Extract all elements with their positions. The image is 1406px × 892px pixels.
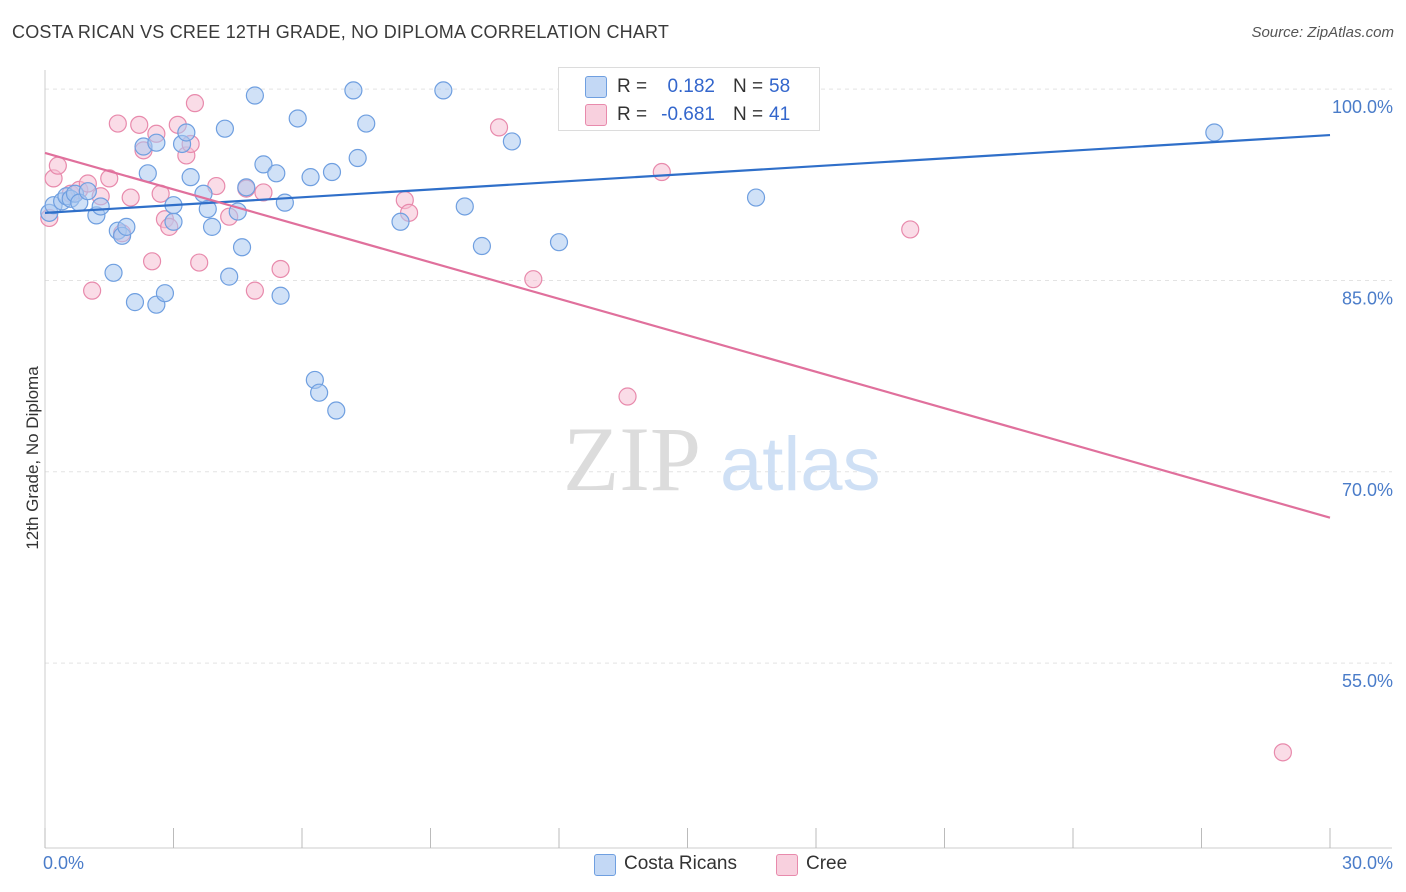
y-tick-label: 55.0% bbox=[1342, 671, 1393, 691]
legend-r-value: 0.182 bbox=[667, 76, 715, 97]
costa-rican-point bbox=[391, 212, 410, 231]
costa-rican-point bbox=[202, 217, 222, 236]
source-label: Source: ZipAtlas.com bbox=[1251, 24, 1394, 41]
costa-rican-point bbox=[215, 119, 234, 138]
costa-rican-point bbox=[1205, 123, 1224, 142]
y-axis-label: 12th Grade, No Diploma bbox=[23, 366, 42, 550]
watermark-zip: ZIP bbox=[563, 408, 701, 510]
cree-point bbox=[185, 94, 205, 113]
costa-rican-point bbox=[288, 109, 307, 128]
costa-rican-point bbox=[275, 193, 294, 212]
costa-rican-point bbox=[104, 263, 123, 282]
legend-row-costa-ricans: R = 0.182 N = 58 bbox=[559, 72, 819, 100]
legend-r-value: -0.681 bbox=[661, 104, 715, 125]
costa-rican-point bbox=[267, 164, 286, 183]
costa-rican-point bbox=[344, 81, 363, 100]
x-tick-label: 30.0% bbox=[1342, 853, 1393, 873]
costa-rican-point bbox=[549, 233, 569, 252]
chart-title: COSTA RICAN VS CREE 12TH GRADE, NO DIPLO… bbox=[12, 22, 670, 42]
y-tick-label: 85.0% bbox=[1342, 288, 1393, 308]
cree-point bbox=[618, 387, 637, 406]
costa-rican-point bbox=[232, 238, 252, 257]
costa-rican-point bbox=[245, 86, 264, 105]
y-tick-label: 70.0% bbox=[1342, 480, 1393, 500]
cree-point bbox=[271, 259, 290, 279]
cree-point bbox=[48, 156, 67, 175]
cree-point bbox=[142, 252, 162, 271]
legend-n-value: 41 bbox=[769, 104, 791, 125]
series-label-cree: Cree bbox=[806, 853, 848, 874]
costa-rican-point bbox=[348, 148, 367, 168]
x-tick-label: 0.0% bbox=[43, 853, 84, 873]
costa-rican-point bbox=[78, 182, 97, 201]
cree-point bbox=[121, 188, 140, 207]
costa-rican-point bbox=[147, 133, 166, 152]
cree-point bbox=[1273, 743, 1292, 762]
costa-rican-point bbox=[746, 188, 766, 207]
stats-legend: R = 0.182 N = 58 R = -0.681 N = 41 bbox=[558, 67, 820, 131]
costa-rican-point bbox=[357, 114, 376, 133]
cree-point bbox=[130, 115, 149, 134]
series-swatch-pink bbox=[776, 854, 798, 876]
cree-point bbox=[901, 220, 920, 239]
legend-r-label: R = bbox=[617, 76, 648, 97]
costa-rican-point bbox=[502, 132, 521, 151]
costa-rican-point bbox=[91, 197, 110, 216]
costa-rican-trend-line bbox=[44, 133, 1331, 214]
axes bbox=[44, 70, 1392, 849]
legend-n-label: N = bbox=[733, 76, 764, 97]
series-swatch-blue bbox=[594, 854, 616, 876]
watermark-atlas: atlas bbox=[720, 422, 881, 507]
cree-point bbox=[254, 183, 273, 202]
watermark: ZIP atlas bbox=[563, 408, 881, 510]
legend-row-cree: R = -0.681 N = 41 bbox=[559, 100, 819, 128]
y-tick-label: 100.0% bbox=[1332, 97, 1393, 117]
cree-point bbox=[524, 270, 543, 289]
costa-rican-point bbox=[155, 284, 175, 303]
costa-rican-point bbox=[117, 217, 136, 236]
series-label-costa-ricans: Costa Ricans bbox=[624, 853, 737, 874]
costa-rican-point bbox=[310, 383, 329, 402]
cree-trend-line bbox=[44, 151, 1331, 519]
series-legend: Costa Ricans Cree bbox=[0, 853, 1406, 877]
costa-rican-points bbox=[40, 81, 1224, 420]
costa-rican-point bbox=[271, 286, 290, 305]
costa-rican-point bbox=[164, 212, 183, 231]
legend-n-value: 58 bbox=[769, 76, 791, 97]
cree-point bbox=[245, 281, 264, 300]
legend-swatch-blue bbox=[585, 76, 607, 98]
cree-point bbox=[190, 253, 209, 272]
costa-rican-point bbox=[322, 162, 342, 182]
costa-rican-point bbox=[198, 199, 217, 219]
cree-point bbox=[100, 169, 119, 188]
costa-rican-point bbox=[434, 81, 453, 100]
cree-point bbox=[108, 114, 127, 133]
costa-rican-point bbox=[237, 178, 256, 197]
trend-lines bbox=[44, 133, 1331, 519]
legend-n-label: N = bbox=[733, 104, 764, 125]
tick-labels: 55.0% 70.0% 85.0% 100.0% 0.0% 30.0% bbox=[43, 97, 1393, 873]
legend-swatch-pink bbox=[585, 104, 607, 126]
costa-rican-point bbox=[181, 168, 200, 187]
costa-rican-point bbox=[327, 401, 346, 420]
grid-lines bbox=[45, 88, 1392, 664]
costa-rican-point bbox=[177, 123, 196, 142]
legend-r-label: R = bbox=[617, 104, 648, 125]
cree-point bbox=[652, 162, 671, 182]
cree-point bbox=[83, 281, 102, 300]
costa-rican-point bbox=[254, 155, 273, 174]
cree-point bbox=[489, 118, 509, 137]
costa-rican-point bbox=[125, 293, 145, 312]
costa-rican-point bbox=[301, 168, 320, 187]
costa-rican-point bbox=[472, 236, 491, 256]
costa-rican-point bbox=[220, 267, 239, 286]
costa-rican-point bbox=[455, 197, 474, 216]
